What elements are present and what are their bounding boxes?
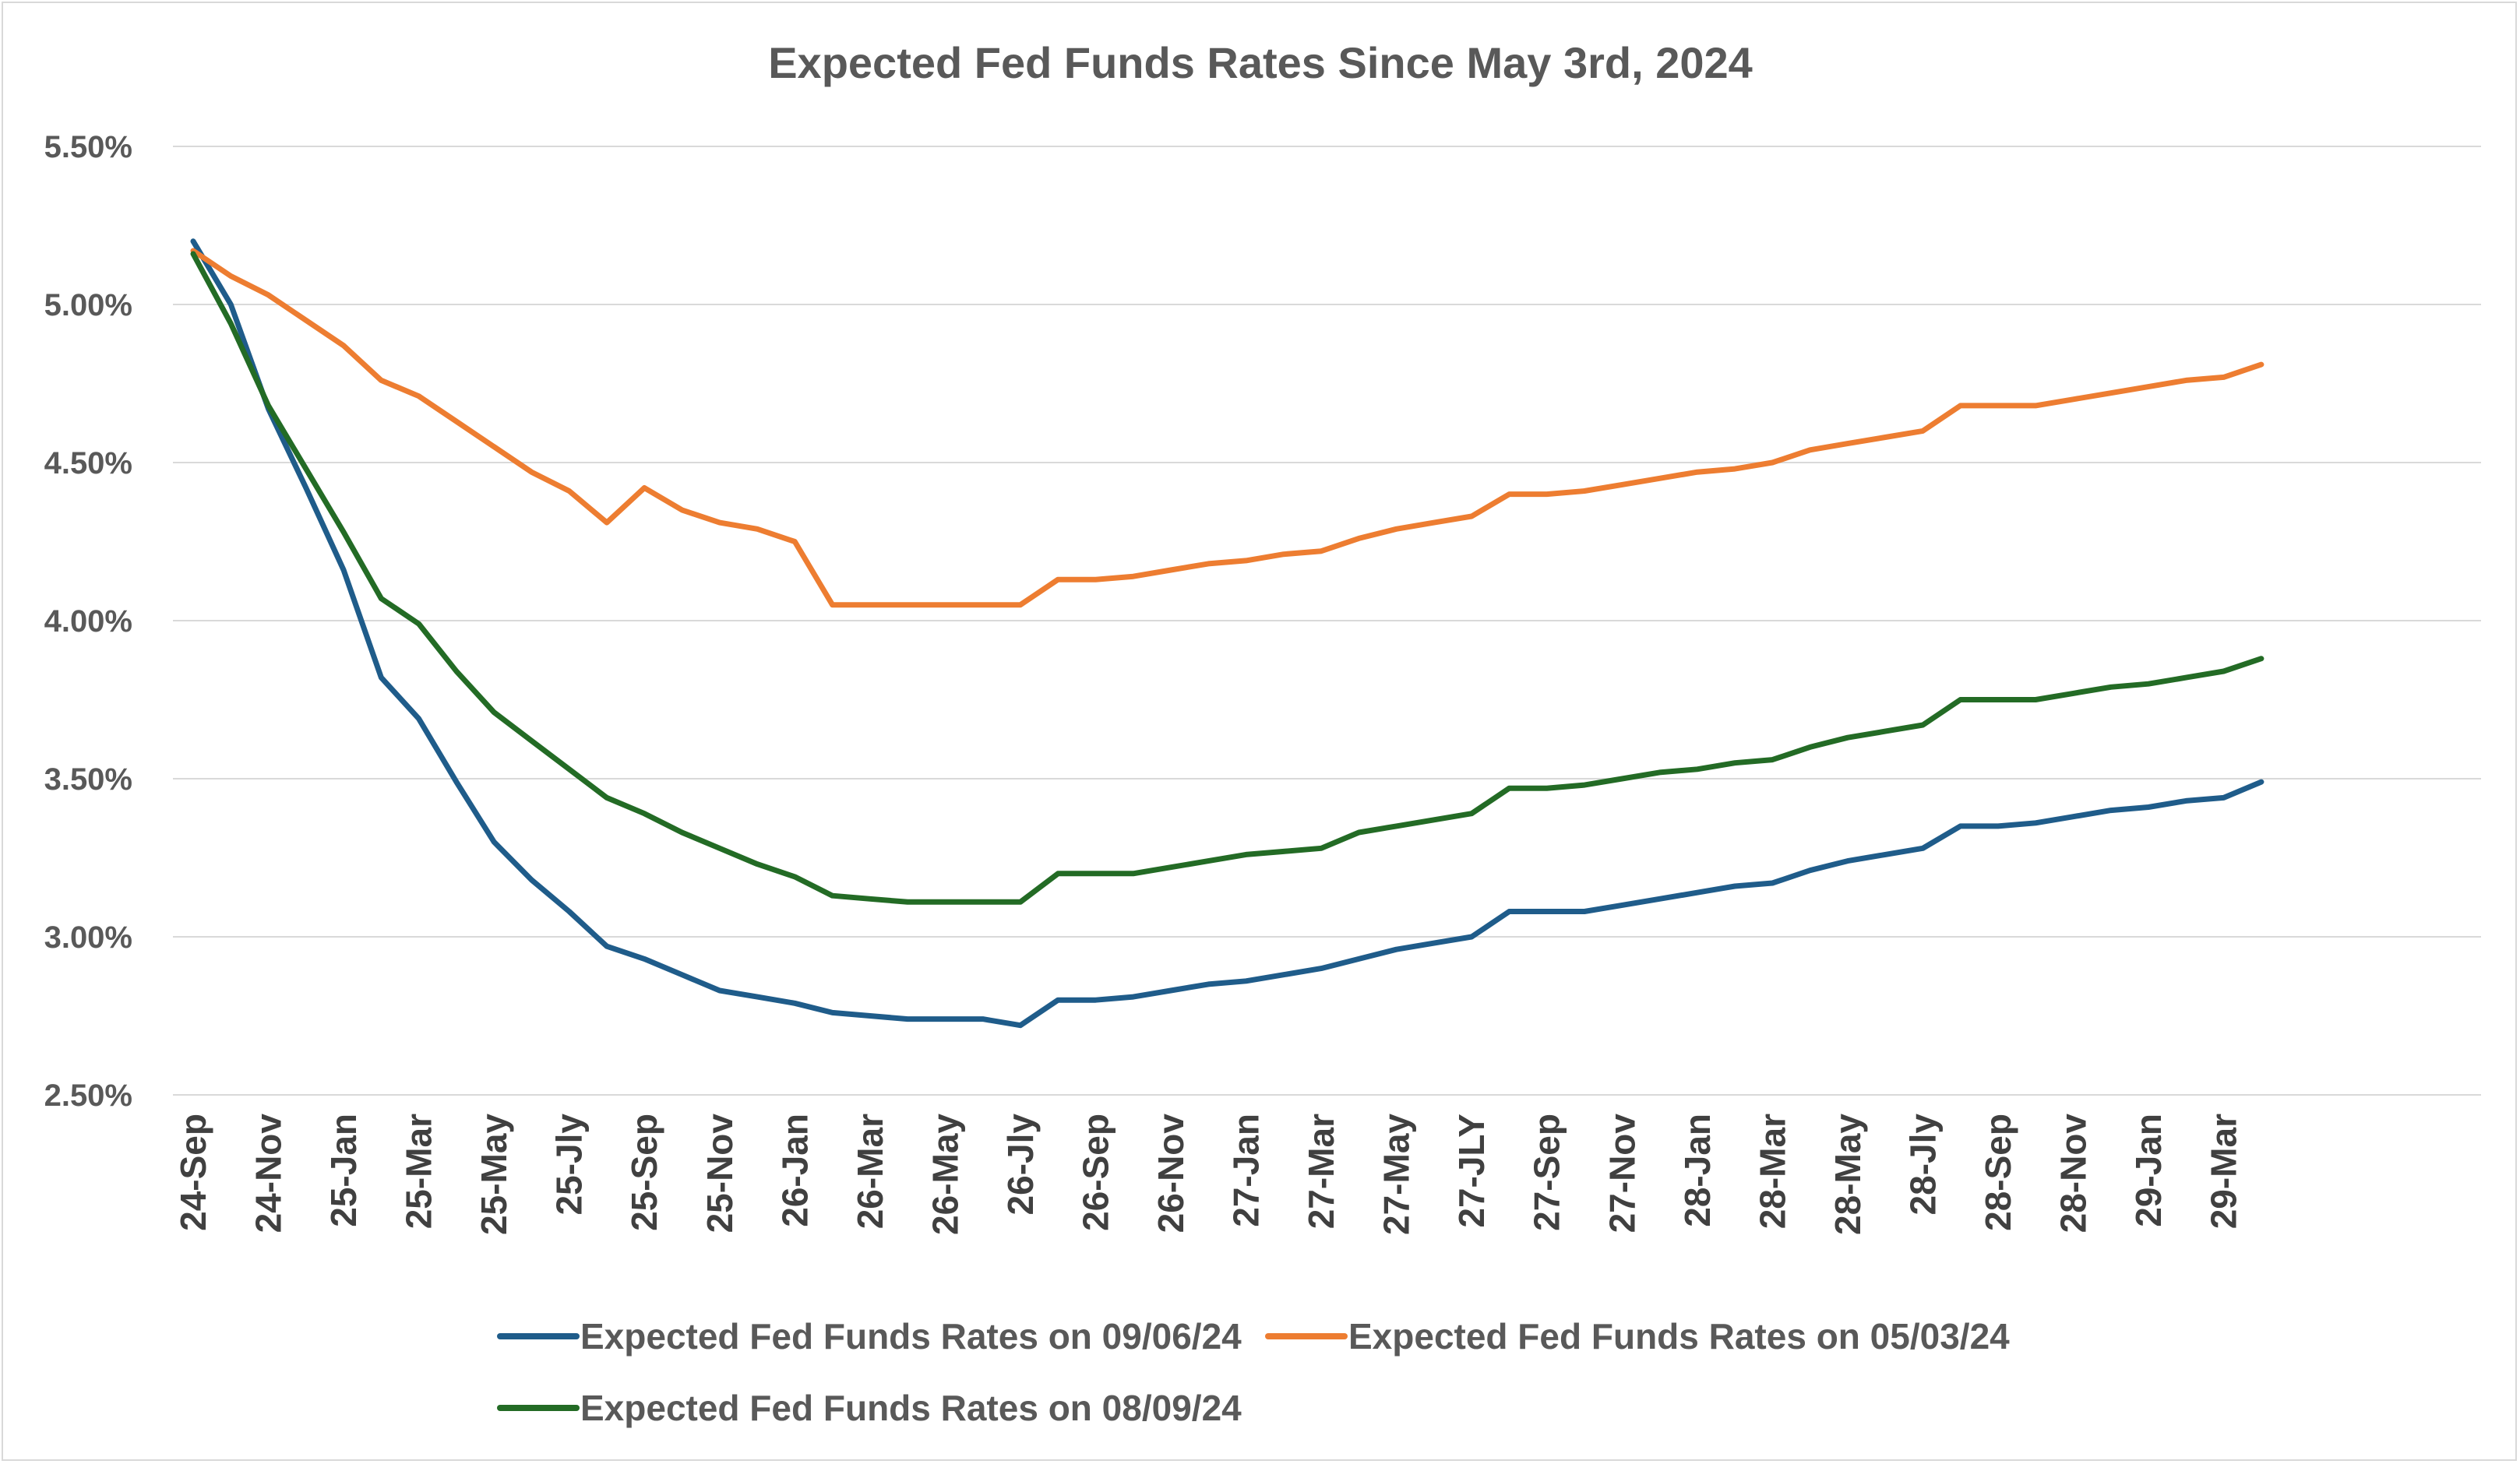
x-tick-label: 26-May [925, 1114, 965, 1235]
y-tick-label: 3.50% [44, 762, 132, 797]
x-tick-label: 27-JLY [1451, 1114, 1492, 1228]
y-tick-label: 4.50% [44, 446, 132, 480]
x-tick-label: 26-Jly [1000, 1114, 1041, 1216]
y-tick-label: 4.00% [44, 604, 132, 639]
x-tick-label: 26-Mar [850, 1114, 890, 1229]
y-tick-label: 5.00% [44, 288, 132, 322]
gridlines [173, 146, 2481, 1096]
x-tick-label: 29-Mar [2204, 1114, 2244, 1229]
x-axis-ticks: 24-Sep 24-Nov 25-Jan 25-Mar 25-May 25-Jly 25-S… [173, 1114, 2244, 1235]
series-lines [190, 238, 2264, 1029]
x-tick-label: 28-Jan [1677, 1114, 1718, 1227]
x-tick-label: 25-May [474, 1114, 514, 1235]
x-tick-label: 24-Nov [248, 1114, 289, 1233]
chart-title: Expected Fed Funds Rates Since May 3rd, … [768, 38, 1753, 87]
x-tick-label: 26-Sep [1075, 1114, 1115, 1231]
x-tick-label: 29-Jan [2128, 1114, 2169, 1227]
x-tick-label: 27-Nov [1602, 1114, 1642, 1233]
x-tick-label: 25-Mar [399, 1114, 439, 1229]
x-tick-label: 25-Jan [323, 1114, 364, 1227]
legend-label-2: Expected Fed Funds Rates on 05/03/24 [1348, 1316, 2010, 1357]
x-tick-label: 27-May [1376, 1114, 1417, 1235]
x-tick-label: 24-Sep [173, 1114, 213, 1231]
x-tick-label: 25-Sep [624, 1114, 664, 1231]
y-tick-label: 5.50% [44, 130, 132, 164]
series-line-1 [190, 238, 2264, 1029]
x-tick-label: 28-Jly [1902, 1114, 1943, 1216]
x-tick-label: 28-May [1827, 1114, 1868, 1235]
x-tick-label: 25-Jly [549, 1114, 590, 1216]
x-tick-label: 28-Sep [1978, 1114, 2018, 1231]
x-tick-label: 25-Nov [700, 1114, 740, 1233]
series-line-2 [190, 248, 2264, 608]
legend: Expected Fed Funds Rates on 09/06/24 Expe… [497, 1316, 2010, 1428]
x-tick-label: 26-Jan [774, 1114, 815, 1227]
y-tick-label: 2.50% [44, 1079, 132, 1113]
x-tick-label: 28-Mar [1752, 1114, 1792, 1229]
series-line-3 [190, 251, 2264, 905]
legend-label-3: Expected Fed Funds Rates on 08/09/24 [580, 1388, 1242, 1428]
y-tick-label: 3.00% [44, 920, 132, 955]
x-tick-label: 26-Nov [1151, 1114, 1191, 1233]
x-tick-label: 28-Nov [2053, 1114, 2094, 1233]
y-axis-ticks: 2.50% 3.00% 3.50% 4.00% 4.50% 5.00% 5.50% [44, 130, 132, 1113]
x-tick-label: 27-Jan [1226, 1114, 1267, 1227]
x-tick-label: 27-Mar [1301, 1114, 1341, 1229]
x-tick-label: 27-Sep [1527, 1114, 1567, 1231]
legend-label-1: Expected Fed Funds Rates on 09/06/24 [580, 1316, 1242, 1357]
